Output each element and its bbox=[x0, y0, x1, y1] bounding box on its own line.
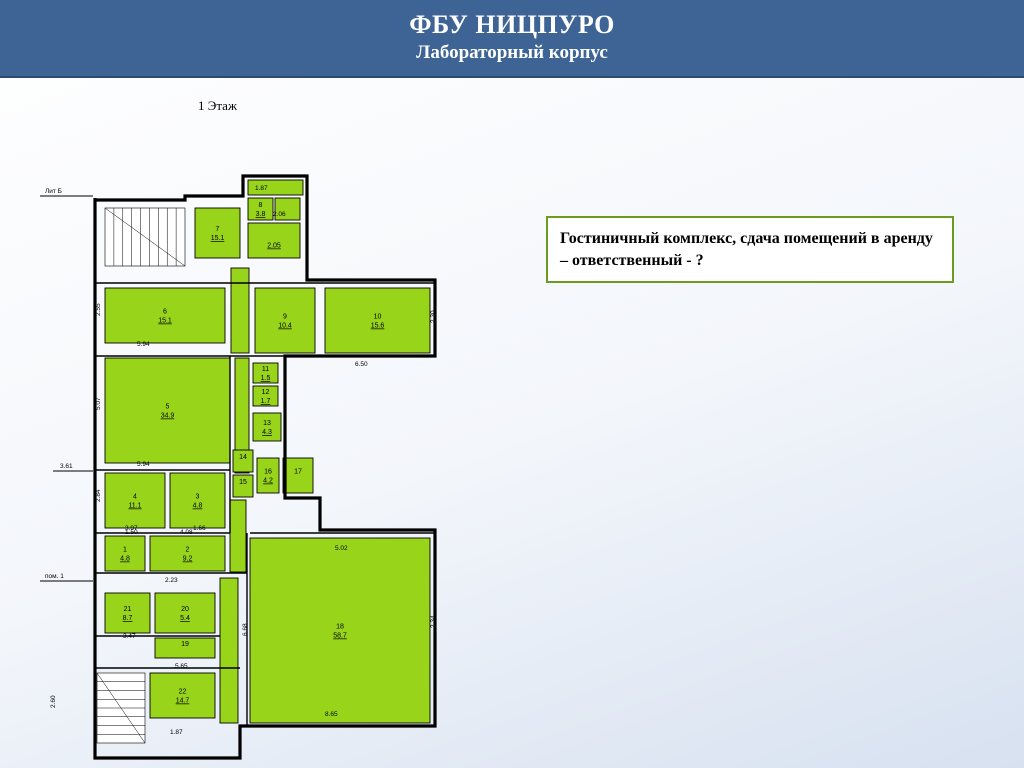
dimension-label: 5.07 bbox=[95, 397, 102, 410]
room-num: 5 bbox=[166, 404, 170, 411]
room-area: 3.8 bbox=[256, 211, 266, 218]
room-r22 bbox=[150, 673, 215, 718]
room-r2 bbox=[150, 536, 225, 571]
dimension-label: 2.55 bbox=[95, 303, 102, 316]
dimension-label: 1.87 bbox=[170, 729, 183, 736]
room-r5 bbox=[105, 358, 230, 463]
room-area: 4.3 bbox=[262, 429, 272, 436]
room-r205 bbox=[248, 223, 300, 258]
room-num: 18 bbox=[336, 624, 344, 631]
room-area: 2.05 bbox=[267, 243, 281, 250]
dimension-label: 3.97 bbox=[125, 525, 138, 532]
room-num: 8 bbox=[259, 202, 263, 209]
dimension-label: 2.34 bbox=[430, 615, 437, 628]
lit-b-label: Лит Б bbox=[45, 188, 62, 195]
dimension-label: 5.65 bbox=[175, 663, 188, 670]
dimension-label: 3.47 bbox=[123, 633, 136, 640]
page-subtitle: Лабораторный корпус bbox=[0, 42, 1024, 64]
room-r21 bbox=[105, 593, 150, 633]
dimension-label: 1.66 bbox=[193, 525, 206, 532]
room-r4 bbox=[105, 473, 165, 528]
room-r3 bbox=[170, 473, 225, 528]
room-r20 bbox=[155, 593, 215, 633]
room-corrC bbox=[230, 500, 246, 572]
callout-box: Гостиничный комплекс, сдача помещений в … bbox=[546, 216, 954, 283]
callout-text: Гостиничный комплекс, сдача помещений в … bbox=[560, 230, 933, 269]
room-area: 10.4 bbox=[278, 323, 292, 330]
room-r9 bbox=[255, 288, 315, 353]
stage: 1 Этаж Гостиничный комплекс, сдача помещ… bbox=[0, 78, 1024, 768]
room-area: 1.7 bbox=[261, 398, 271, 405]
room-r16 bbox=[257, 458, 279, 493]
dimension-label: 2.06 bbox=[273, 211, 286, 218]
room-num: 3 bbox=[196, 494, 200, 501]
room-num: 11 bbox=[262, 366, 269, 373]
room-num: 16 bbox=[264, 469, 272, 476]
room-area: 5.4 bbox=[180, 615, 190, 622]
room-r18 bbox=[250, 538, 430, 723]
room-r1 bbox=[105, 536, 145, 571]
dim-260: 2.60 bbox=[50, 695, 57, 708]
room-num: 4 bbox=[133, 494, 137, 501]
page-title: ФБУ НИЦПУРО bbox=[0, 10, 1024, 40]
room-area: 15.6 bbox=[371, 323, 385, 330]
room-r6 bbox=[105, 288, 225, 343]
room-area: 11.1 bbox=[128, 503, 141, 510]
room-num: 17 bbox=[294, 469, 302, 476]
dim-361: 3.61 bbox=[60, 463, 73, 470]
floorplan-diagram: 715.183.82.05615.1910.41015.6534.9111.51… bbox=[25, 138, 505, 768]
pom1-label: пом. 1 bbox=[45, 573, 64, 580]
room-num: 22 bbox=[179, 689, 187, 696]
dimension-label: 5.94 bbox=[137, 461, 150, 468]
header-bar: ФБУ НИЦПУРО Лабораторный корпус bbox=[0, 0, 1024, 78]
dimension-label: 2.30 bbox=[430, 310, 437, 323]
room-num: 13 bbox=[263, 420, 271, 427]
room-num: 14 bbox=[239, 454, 247, 461]
dimension-label: 8.65 bbox=[325, 711, 338, 718]
room-num: 10 bbox=[374, 314, 382, 321]
room-num: 15 bbox=[239, 479, 247, 486]
room-area: 58.7 bbox=[333, 633, 347, 640]
room-area: 4.8 bbox=[120, 556, 130, 563]
room-area: 34.9 bbox=[161, 413, 175, 420]
room-num: 20 bbox=[181, 606, 189, 613]
room-num: 7 bbox=[216, 226, 220, 233]
room-num: 6 bbox=[163, 309, 167, 316]
room-r13 bbox=[253, 413, 281, 441]
room-num: 1 bbox=[123, 547, 127, 554]
room-area: 9.2 bbox=[183, 556, 193, 563]
dimension-label: 6.50 bbox=[355, 361, 368, 368]
dimension-label: 1.87 bbox=[255, 185, 268, 192]
room-area: 8.7 bbox=[123, 615, 133, 622]
room-area: 1.5 bbox=[261, 375, 271, 382]
room-num: 21 bbox=[124, 606, 132, 613]
room-r7 bbox=[195, 208, 240, 258]
room-corrD bbox=[220, 578, 238, 723]
room-num: 19 bbox=[181, 641, 189, 648]
dimension-label: 5.94 bbox=[137, 341, 150, 348]
dimension-label: 5.02 bbox=[335, 545, 348, 552]
room-num: 12 bbox=[262, 389, 270, 396]
dimension-label: 2.84 bbox=[95, 489, 102, 502]
room-num: 9 bbox=[283, 314, 287, 321]
dimension-label: 4.08 bbox=[180, 529, 193, 536]
dimension-label: 6.68 bbox=[242, 623, 249, 636]
floor-label: 1 Этаж bbox=[198, 98, 237, 114]
room-corrA bbox=[231, 268, 249, 353]
room-area: 4.8 bbox=[193, 503, 203, 510]
room-area: 14.7 bbox=[176, 698, 190, 705]
room-area: 15.1 bbox=[211, 235, 225, 242]
room-num: 2 bbox=[186, 547, 190, 554]
room-r10 bbox=[325, 288, 430, 353]
room-r17 bbox=[283, 458, 313, 493]
room-area: 4.2 bbox=[263, 478, 273, 485]
room-area: 15.1 bbox=[158, 318, 172, 325]
dimension-label: 2.23 bbox=[165, 577, 178, 584]
